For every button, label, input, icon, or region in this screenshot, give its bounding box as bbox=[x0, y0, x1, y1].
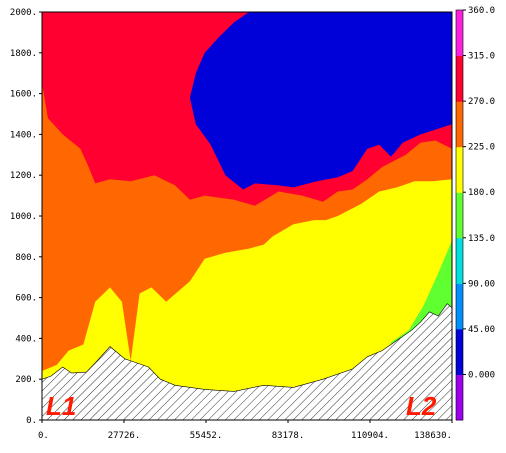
x-tick-label: 83178. bbox=[272, 431, 305, 441]
region-yellow bbox=[42, 179, 452, 420]
region-blue bbox=[189, 12, 452, 190]
colorbar-label: 360.0 bbox=[468, 6, 495, 16]
colorbar-frame bbox=[455, 9, 464, 421]
y-tick-label: 600. bbox=[15, 294, 37, 304]
y-tick-label: 1400. bbox=[10, 130, 37, 140]
y-tick-label: 0. bbox=[26, 416, 37, 426]
colorbar-label: 270.0 bbox=[468, 97, 495, 107]
y-tick-label: 800. bbox=[15, 253, 37, 263]
colorbar-segment bbox=[456, 328, 463, 375]
x-tick-label: 55452. bbox=[190, 431, 223, 441]
colorbar-label: 45.00 bbox=[468, 325, 495, 335]
x-tick-label: 110904. bbox=[351, 431, 389, 441]
colorbar-segment bbox=[456, 101, 463, 148]
y-tick-label: 1000. bbox=[10, 212, 37, 222]
colorbar-label: 90.00 bbox=[468, 279, 495, 289]
y-axis-ticks: 0. 200. 400. 600. 800. 1000. 1200. 1400. 1600. 18… bbox=[10, 8, 42, 426]
colorbar-label: 135.0 bbox=[468, 234, 495, 244]
colorbar-segment bbox=[456, 237, 463, 284]
colorbar-label: 180.0 bbox=[468, 188, 495, 198]
colorbar-segment bbox=[456, 192, 463, 239]
colorbar-segment bbox=[456, 10, 463, 57]
y-tick-label: 400. bbox=[15, 334, 37, 344]
x-tick-label: 138630. bbox=[414, 431, 452, 441]
endpoint-label-l2: L2 bbox=[406, 391, 437, 421]
colorbar-label: 0.000 bbox=[468, 370, 495, 380]
colorbar-label: 225.0 bbox=[468, 143, 495, 153]
y-tick-label: 200. bbox=[15, 375, 37, 385]
colorbar-segment bbox=[456, 283, 463, 330]
colorbar-label: 315.0 bbox=[468, 52, 495, 62]
y-tick-label: 1200. bbox=[10, 171, 37, 181]
y-tick-label: 1600. bbox=[10, 90, 37, 100]
y-tick-label: 2000. bbox=[10, 8, 37, 18]
colorbar: 0.000 45.00 90.00 135.0 180.0 225.0 270.0 315.0… bbox=[455, 6, 495, 421]
y-tick-label: 1800. bbox=[10, 49, 37, 59]
endpoint-label-l1: L1 bbox=[46, 391, 76, 421]
x-tick-label: 27726. bbox=[108, 431, 141, 441]
colorbar-segment bbox=[456, 146, 463, 193]
terrain-hatch bbox=[41, 303, 453, 421]
x-axis-ticks: 0. 27726. 55452. 83178. 110904. 138630. bbox=[38, 420, 453, 441]
colorbar-segment bbox=[456, 374, 463, 421]
colorbar-segment bbox=[456, 55, 463, 102]
x-tick-label: 0. bbox=[38, 431, 49, 441]
